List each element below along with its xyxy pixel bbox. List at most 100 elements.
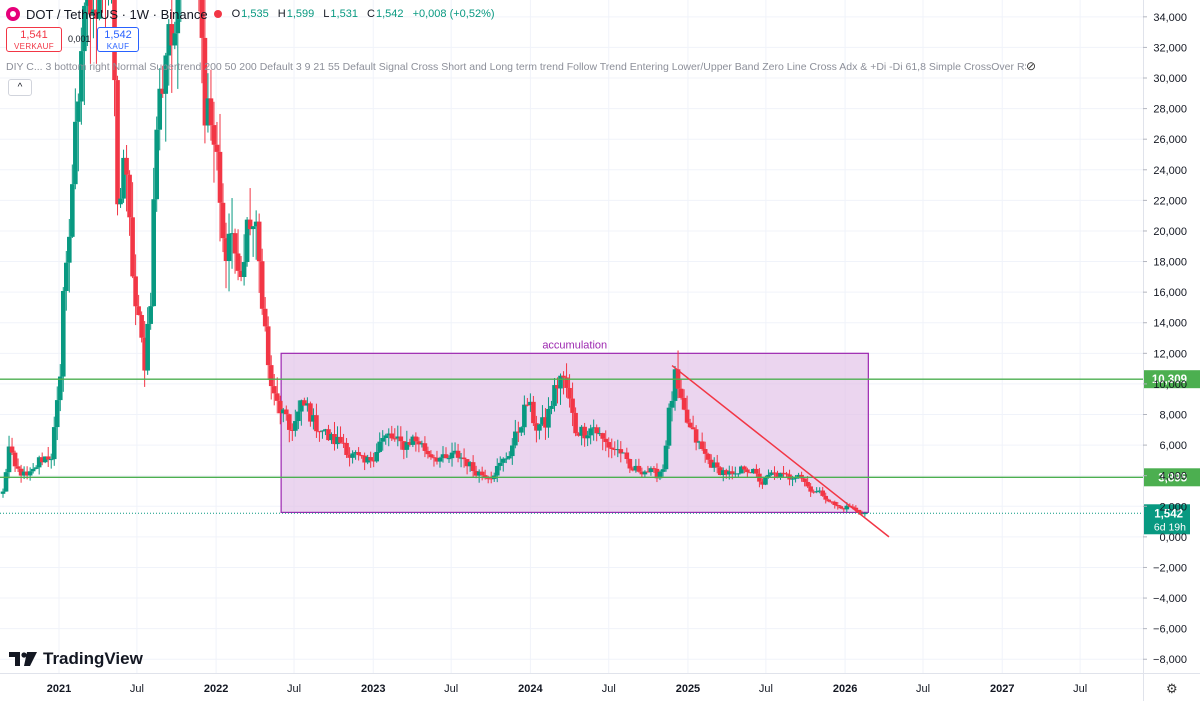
buy-label: KAUF (106, 42, 130, 51)
candle-body (389, 433, 395, 439)
candle-body (172, 33, 178, 46)
candle-body (711, 462, 717, 468)
candle-body (166, 24, 172, 56)
candle-body (314, 415, 319, 432)
candle-body (356, 452, 361, 456)
candle-body (232, 233, 238, 254)
buy-price: 1,542 (104, 29, 132, 41)
candle-body (630, 468, 636, 471)
candle-body (823, 495, 829, 500)
candle-body (479, 471, 485, 476)
candle-body (687, 422, 693, 428)
candle-body (534, 423, 539, 431)
candle-body (127, 174, 132, 218)
candle-body (645, 471, 651, 473)
sell-button[interactable]: 1,541 VERKAUF (6, 27, 62, 52)
level-price-tag (1144, 468, 1200, 487)
candle-body (148, 306, 153, 324)
candle-body (250, 226, 256, 230)
candle-body (253, 221, 259, 227)
candle-body (494, 465, 500, 476)
candle-body (546, 408, 551, 428)
candle-body (54, 400, 60, 428)
candle-body (320, 430, 325, 432)
candle-body (422, 443, 428, 451)
candle-body (323, 429, 328, 431)
level-price-label: 3,895 (1158, 472, 1187, 484)
candle-body (733, 473, 738, 475)
candle-body (760, 481, 765, 485)
candle-body (500, 458, 506, 463)
candle-body (485, 478, 491, 480)
buy-button[interactable]: 1,542 KAUF (97, 27, 139, 52)
tradingview-logo[interactable]: TradingView (9, 649, 143, 669)
candle-body (57, 376, 63, 401)
candle-body (567, 387, 572, 399)
x-tick-label: 2023 (361, 683, 385, 695)
candle-body (772, 472, 777, 474)
candle-body (419, 443, 425, 445)
candle-body (621, 452, 627, 454)
candle-body (39, 457, 45, 463)
sell-price: 1,541 (20, 29, 48, 41)
candle-body (775, 472, 780, 478)
candle-body (293, 421, 298, 431)
candle-body (9, 446, 15, 453)
candle-body (564, 377, 569, 388)
polkadot-logo-icon (6, 7, 20, 21)
candle-body (488, 478, 494, 480)
candle-body (467, 462, 473, 467)
candle-body (497, 462, 503, 466)
candle-body (473, 471, 479, 476)
candle-body (528, 401, 533, 405)
candle-body (642, 471, 648, 475)
candle-body (525, 404, 530, 406)
candle-body (392, 438, 398, 440)
candle-body (739, 466, 744, 474)
candle-body (350, 453, 355, 458)
candle-body (36, 457, 42, 468)
candle-body (30, 468, 36, 472)
x-tick-label: Jul (916, 683, 930, 695)
candle-body (678, 388, 684, 398)
x-tick-label: Jul (759, 683, 773, 695)
current-price-tag (1144, 504, 1190, 535)
candle-body (745, 469, 750, 473)
collapse-legend-button[interactable]: ^ (8, 79, 32, 96)
candle-body (778, 472, 783, 478)
y-tick-label: −2,000 (1153, 562, 1187, 574)
y-tick-label: 18,000 (1153, 257, 1187, 269)
candle-body (365, 457, 370, 463)
candle-body (142, 337, 147, 371)
x-tick-label: Jul (287, 683, 301, 695)
candle-body (516, 431, 521, 433)
candle-body (214, 144, 220, 152)
symbol-title[interactable]: DOT / TetherUS · 1W · Binance (26, 6, 208, 22)
indicator-legend[interactable]: DIY C... 3 bottom right Normal Supertren… (6, 61, 1026, 73)
candle-body (648, 468, 654, 473)
x-tick-label: 2026 (833, 683, 857, 695)
y-tick-label: 30,000 (1153, 73, 1187, 85)
candle-body (121, 157, 126, 199)
candle-body (353, 452, 358, 454)
candle-body (124, 157, 129, 175)
candle-body (85, 0, 90, 6)
candle-body (283, 409, 289, 415)
candle-body (205, 98, 211, 126)
candle-body (395, 436, 401, 439)
candle-body (633, 465, 639, 471)
candle-body (42, 456, 48, 463)
candle-body (651, 468, 657, 470)
candle-body (287, 414, 292, 430)
candle-body (540, 417, 545, 425)
candle-body (437, 457, 443, 462)
candle-body (175, 0, 181, 34)
hide-eye-icon[interactable]: ⊘ (1026, 59, 1037, 73)
settings-gear-icon[interactable]: ⚙ (1166, 681, 1178, 696)
candle-body (202, 37, 208, 126)
y-tick-label: 6,000 (1159, 440, 1187, 452)
candle-body (299, 400, 304, 412)
candle-body (470, 462, 476, 472)
